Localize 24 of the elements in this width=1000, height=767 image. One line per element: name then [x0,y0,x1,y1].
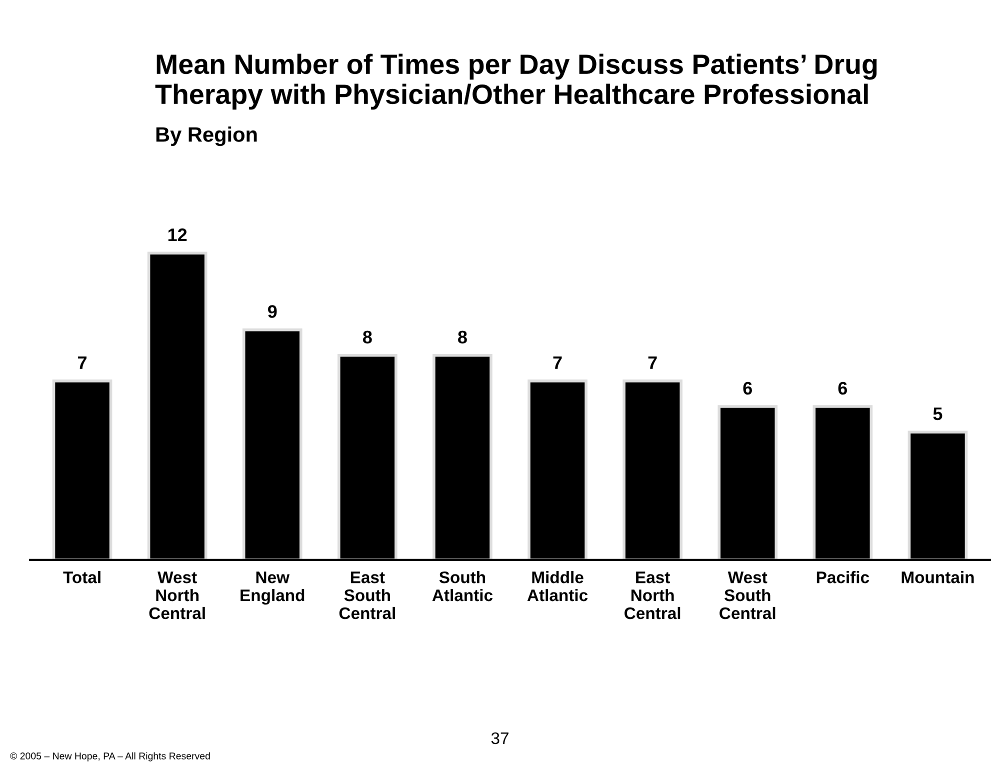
x-tick-label: Middle Atlantic [527,571,588,602]
data-label: 8 [458,330,467,344]
x-tick-label: South Atlantic [432,571,493,602]
data-label: 5 [933,408,942,420]
data-label: 6 [743,382,752,395]
chart-title: Mean Number of Times per Day Discuss Patients’ Drug Therapy with Physician/Other Healthcare Professional [155,54,877,110]
data-label: 9 [268,305,277,318]
data-label: 7 [78,356,87,369]
data-label: 8 [362,330,372,344]
data-label: 7 [648,356,657,369]
x-tick-label: East South Central [339,572,395,620]
data-label: 6 [838,382,848,395]
x-tick-label: Pacific [816,571,870,584]
x-tick-label: West North Central [149,572,205,620]
x-tick-label: Mountain [902,571,974,584]
x-tick-label: Total [63,571,100,584]
text: 37 [491,732,508,744]
x-tick-label: East North Central [624,572,680,620]
data-label: 12 [168,228,187,242]
chart-subtitle: By Region [156,126,257,146]
text: © 2005 – New Hope, PA – All Rights Reserved [10,752,210,762]
data-label: 7 [553,356,562,369]
x-tick-label: West South Central [720,572,776,620]
x-tick-label: New England [240,572,304,605]
